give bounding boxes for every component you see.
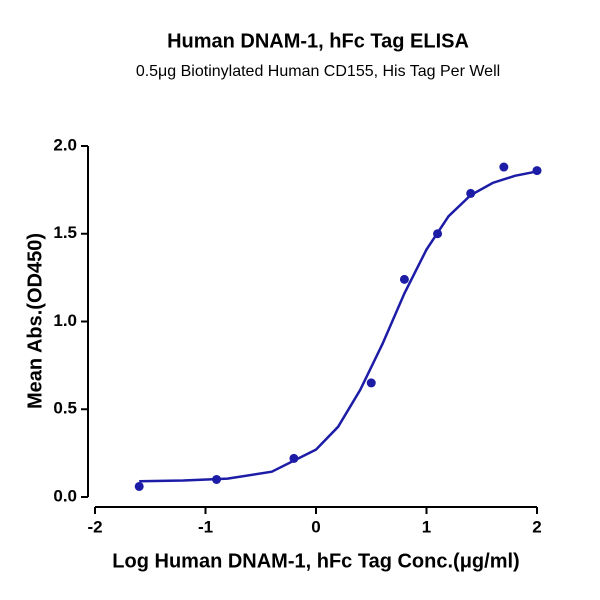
data-point	[134, 481, 144, 491]
y-axis-label: Mean Abs.(OD450)	[24, 233, 46, 409]
data-point	[399, 274, 409, 284]
y-tick-label: 1.5	[53, 223, 77, 242]
y-tick-label: 0.0	[53, 486, 77, 505]
x-tick-label: 0	[311, 517, 320, 536]
x-tick-label: -1	[198, 517, 213, 536]
y-tick-label: 0.5	[53, 399, 77, 418]
chart-title: Human DNAM-1, hFc Tag ELISA	[167, 30, 469, 52]
x-axis-label: Log Human DNAM-1, hFc Tag Conc.(μg/ml)	[112, 550, 519, 572]
data-point	[532, 166, 542, 176]
chart-subtitle: 0.5μg Biotinylated Human CD155, His Tag …	[136, 63, 500, 80]
x-tick-label: -2	[87, 517, 102, 536]
data-point	[499, 162, 509, 172]
y-tick-label: 2.0	[53, 135, 77, 154]
x-tick-label: 1	[422, 517, 431, 536]
y-tick-label: 1.0	[53, 311, 77, 330]
fit-curve	[139, 170, 538, 483]
data-point	[366, 378, 376, 388]
x-tick-label: 2	[532, 517, 541, 536]
